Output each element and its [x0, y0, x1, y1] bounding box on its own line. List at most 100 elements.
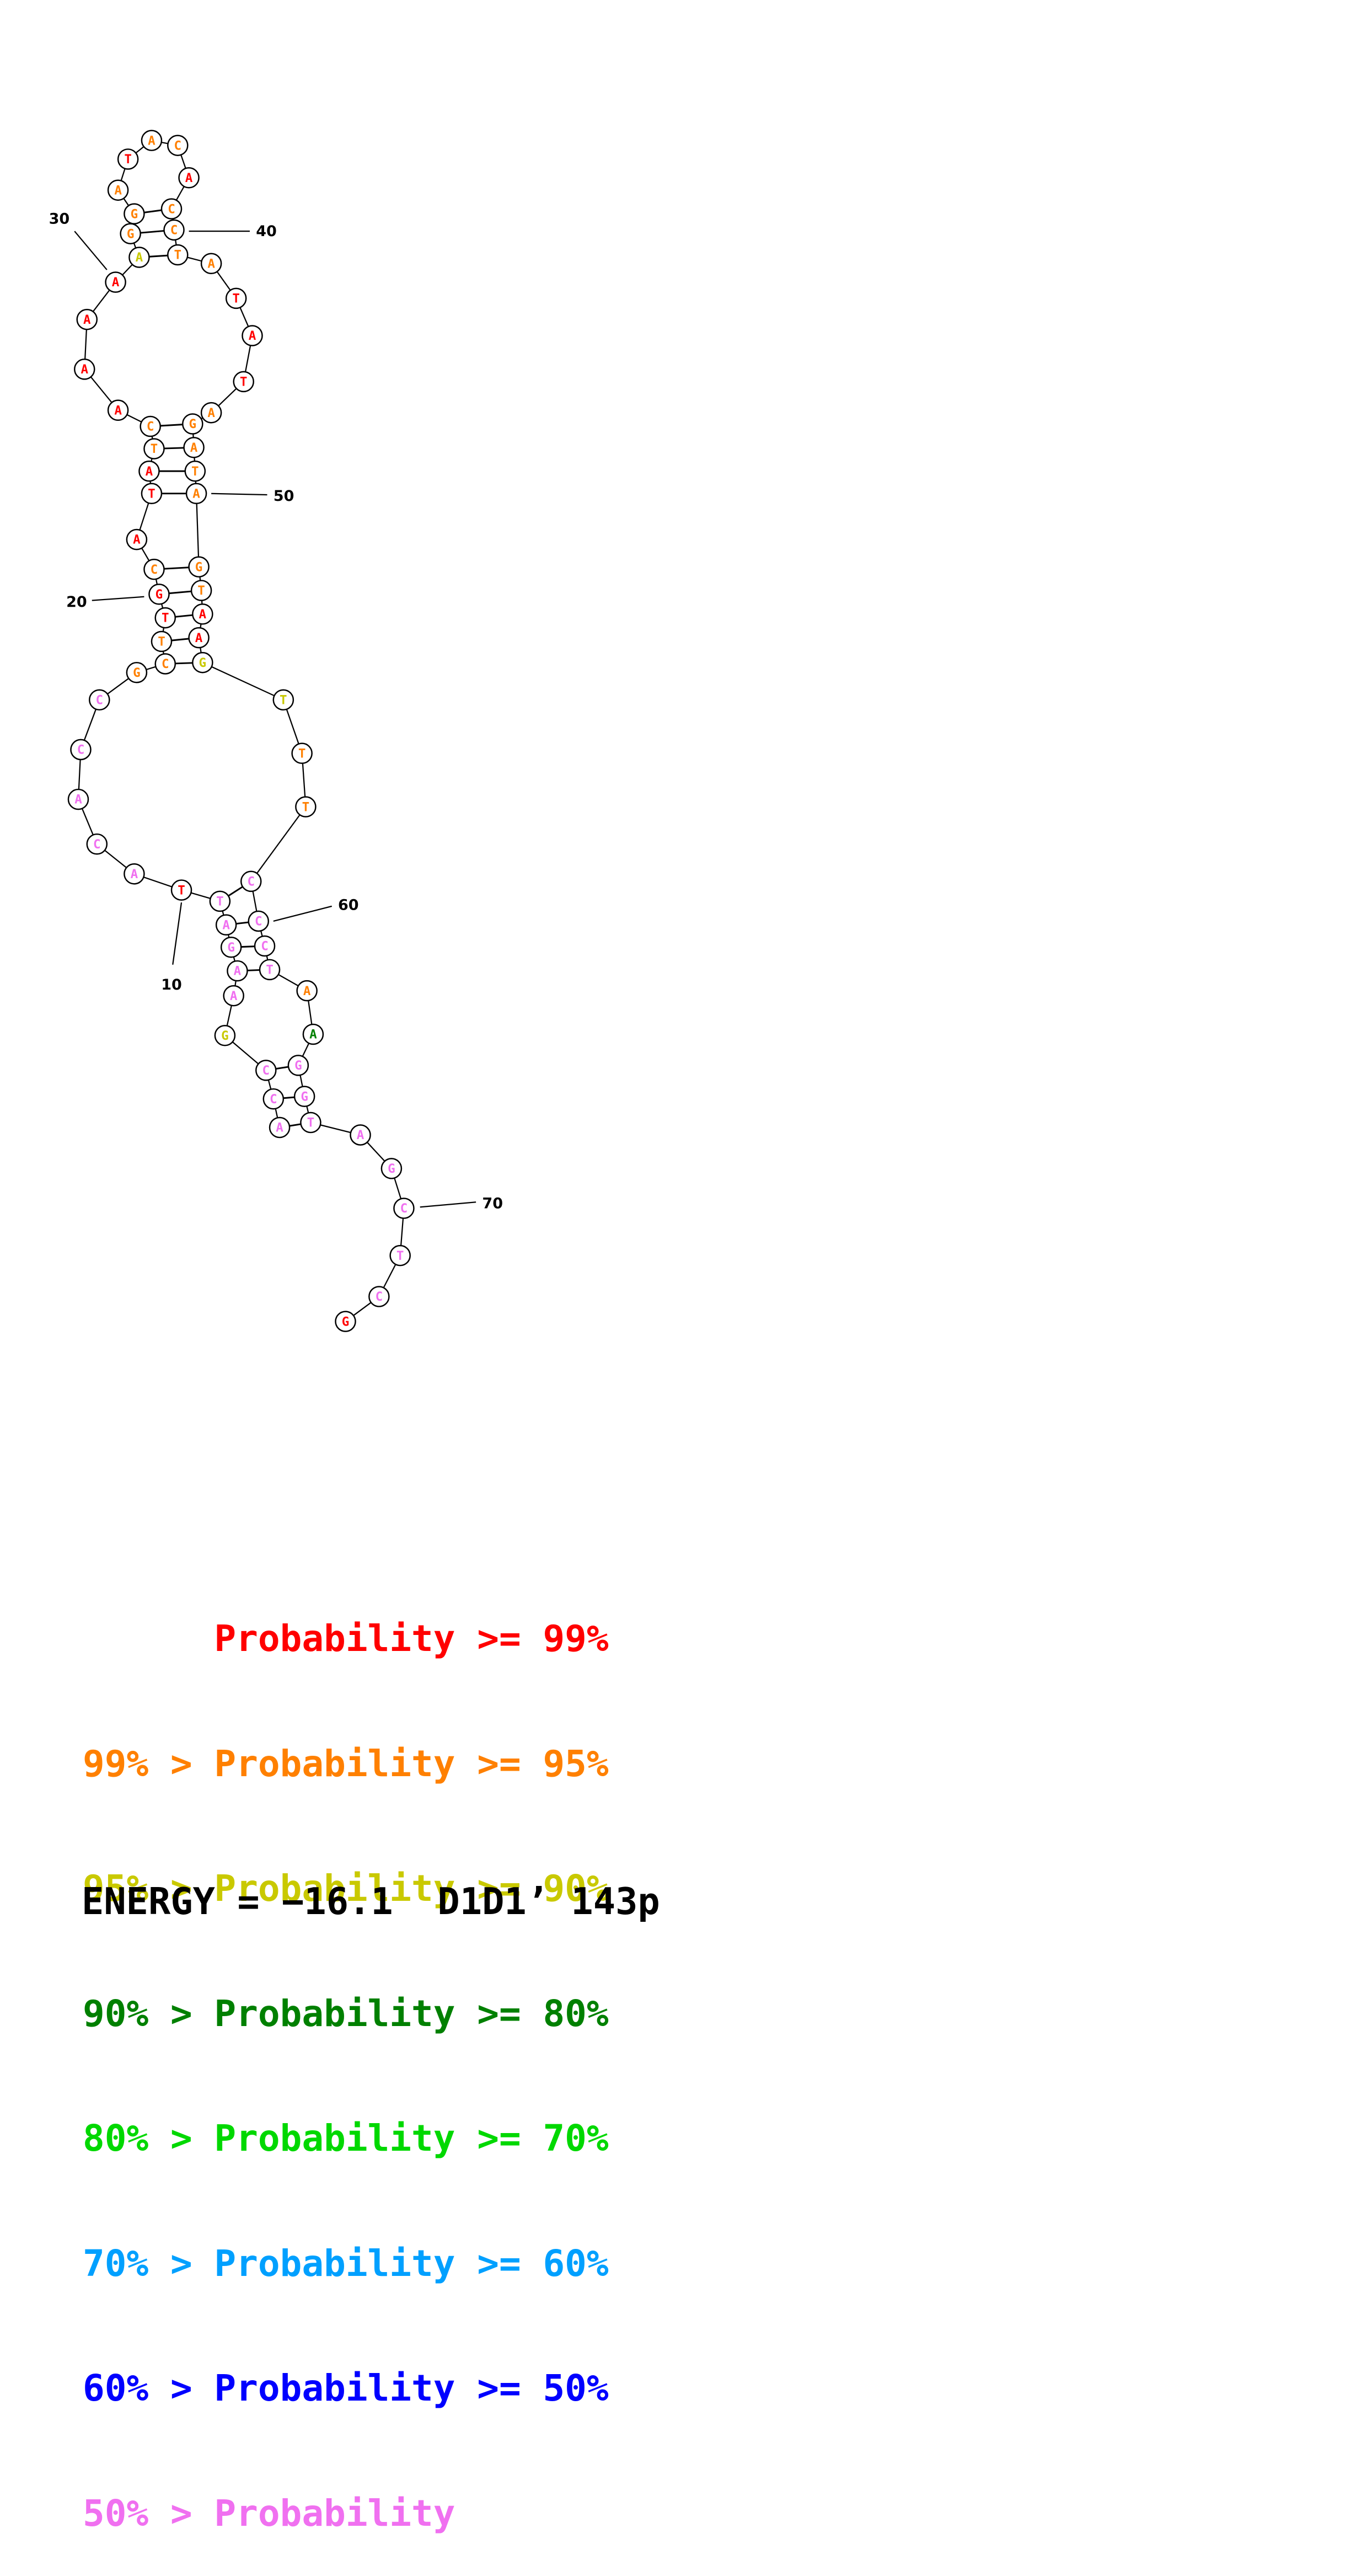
nucleotide-base-63: A — [303, 984, 311, 998]
nucleotide-circle-7 — [220, 936, 242, 958]
nucleotide-circle-56 — [272, 689, 294, 711]
nucleotide-circle-18 — [151, 630, 173, 653]
legend-line-8: 50% > Probability — [83, 2492, 455, 2535]
nucleotide-base-68: A — [357, 1128, 364, 1142]
nucleotide-base-16: G — [133, 666, 141, 680]
label-leader-line — [74, 231, 108, 270]
nucleotide-base-8: A — [222, 918, 230, 932]
nucleotide-circle-39 — [160, 198, 183, 220]
nucleotide-base-48: A — [190, 441, 198, 455]
nucleotide-circle-5 — [223, 985, 244, 1007]
position-label-50: 50 — [274, 488, 294, 505]
nucleotide-circle-38 — [178, 167, 200, 189]
nucleotide-circle-55 — [192, 651, 213, 674]
nucleotide-circle-13 — [67, 788, 89, 810]
nucleotide-circle-69 — [380, 1158, 403, 1179]
nucleotide-circle-24 — [138, 460, 160, 482]
nucleotide-base-38: A — [185, 171, 193, 185]
nucleotide-circle-15 — [89, 689, 110, 711]
label-leader-line — [92, 596, 144, 601]
position-label-60: 60 — [338, 897, 359, 914]
nucleotide-base-31: A — [136, 250, 143, 265]
legend-line-5: 80% > Probability >= 70% — [83, 2117, 609, 2160]
nucleotide-base-59: C — [247, 874, 255, 889]
nucleotide-circle-70 — [393, 1198, 415, 1219]
nucleotide-base-17: C — [162, 657, 169, 671]
nucleotide-base-50: A — [192, 487, 200, 501]
nucleotide-circle-19 — [154, 607, 176, 629]
nucleotide-circle-21 — [143, 558, 165, 580]
nucleotide-circle-34 — [107, 179, 129, 201]
nucleotide-circle-47 — [182, 413, 203, 435]
nucleotide-circle-40 — [163, 219, 185, 241]
nucleotide-circle-52 — [190, 580, 212, 601]
nucleotide-circle-35 — [117, 148, 139, 170]
nucleotide-base-10: T — [178, 883, 185, 897]
nucleotide-base-60: C — [255, 915, 262, 929]
legend-line-2: 99% > Probability >= 95% — [83, 1742, 609, 1785]
nucleotide-circle-16 — [126, 661, 148, 683]
nucleotide-circle-64 — [302, 1023, 324, 1045]
nucleotide-circle-61 — [254, 935, 276, 957]
nucleotide-base-43: T — [232, 292, 240, 306]
nucleotide-base-3: C — [262, 1063, 270, 1078]
nucleotide-base-21: C — [151, 563, 158, 577]
nucleotide-circle-30 — [105, 271, 126, 293]
nucleotide-base-6: A — [234, 964, 242, 979]
nucleotide-circle-58 — [295, 796, 317, 817]
nucleotide-base-46: A — [207, 406, 215, 420]
nucleotide-base-33: G — [131, 207, 138, 221]
nucleotide-circle-45 — [233, 371, 254, 393]
nucleotide-circle-63 — [296, 980, 318, 1002]
nucleotide-base-47: G — [189, 417, 197, 431]
nucleotide-base-27: A — [114, 403, 122, 418]
nucleotide-base-72: C — [376, 1290, 383, 1304]
nucleotide-circle-46 — [200, 402, 222, 424]
nucleotide-base-65: G — [294, 1059, 302, 1073]
nucleotide-circle-28 — [73, 359, 95, 380]
nucleotide-circle-41 — [167, 244, 189, 266]
nucleotide-circle-65 — [287, 1055, 309, 1076]
nucleotide-base-13: A — [74, 793, 82, 807]
legend-line-1: Probability >= 99% — [83, 1617, 609, 1660]
nucleotide-base-2: C — [270, 1092, 277, 1107]
nucleotide-circle-37 — [167, 135, 189, 156]
nucleotide-circle-51 — [188, 556, 210, 578]
nucleotide-circle-57 — [291, 742, 313, 764]
nucleotide-circle-31 — [128, 247, 150, 268]
nucleotide-circle-44 — [242, 325, 263, 346]
nucleotide-base-37: C — [174, 138, 181, 153]
energy-text: ENERGY = −16.1 D1D1’ 143p — [82, 1880, 660, 1923]
backbone-segment — [202, 662, 284, 701]
nucleotide-base-7: G — [227, 940, 235, 955]
nucleotide-circle-36 — [141, 130, 163, 151]
nucleotide-circle-22 — [126, 528, 148, 551]
nucleotide-circle-49 — [184, 460, 206, 482]
nucleotide-circle-23 — [141, 483, 163, 504]
nucleotide-base-70: C — [400, 1201, 408, 1216]
label-leader-line — [172, 902, 183, 965]
nucleotide-base-25: T — [151, 442, 158, 456]
nucleotide-circle-43 — [225, 287, 247, 309]
nucleotide-circle-54 — [188, 627, 210, 649]
nucleotide-circle-20 — [148, 583, 170, 605]
nucleotide-base-40: C — [170, 223, 178, 238]
nucleotide-base-28: A — [81, 362, 88, 377]
nucleotide-circle-33 — [124, 203, 145, 225]
nucleotide-base-56: T — [280, 693, 287, 707]
nucleotide-base-54: A — [195, 631, 203, 645]
nucleotide-base-58: T — [302, 800, 310, 814]
nucleotide-circle-14 — [70, 739, 92, 761]
nucleotide-base-69: G — [388, 1162, 395, 1176]
nucleotide-circle-66 — [293, 1086, 315, 1107]
legend-line-6: 70% > Probability >= 60% — [83, 2242, 609, 2285]
legend-line-7: 60% > Probability >= 50% — [83, 2367, 609, 2409]
nucleotide-circle-6 — [227, 960, 248, 982]
nucleotide-circle-53 — [192, 603, 213, 625]
nucleotide-base-35: T — [124, 152, 132, 167]
nucleotide-base-32: G — [127, 227, 135, 241]
nucleotide-base-42: A — [207, 256, 215, 271]
nucleotide-base-44: A — [249, 329, 256, 343]
nucleotide-circle-48 — [183, 437, 205, 458]
backbone-segment — [250, 806, 307, 882]
